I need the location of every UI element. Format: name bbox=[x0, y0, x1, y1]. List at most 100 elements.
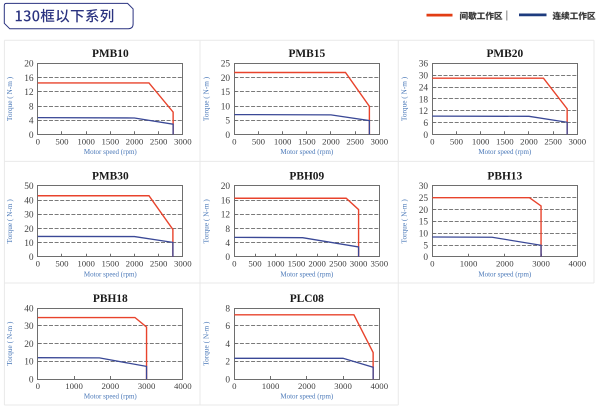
svg-text:4000: 4000 bbox=[569, 259, 587, 269]
svg-text:2000: 2000 bbox=[308, 259, 326, 269]
svg-text:2000: 2000 bbox=[322, 136, 340, 146]
svg-text:500: 500 bbox=[55, 259, 69, 269]
svg-text:Torque ( N-m ): Torque ( N-m ) bbox=[201, 321, 210, 366]
svg-text:PBH18: PBH18 bbox=[93, 293, 128, 305]
svg-text:0: 0 bbox=[232, 136, 237, 146]
svg-text:10: 10 bbox=[221, 102, 231, 112]
svg-text:1000: 1000 bbox=[472, 136, 490, 146]
svg-text:40: 40 bbox=[24, 304, 34, 314]
svg-text:1000: 1000 bbox=[77, 259, 95, 269]
svg-text:0: 0 bbox=[36, 136, 41, 146]
svg-text:18: 18 bbox=[419, 95, 429, 105]
svg-text:Motor speed (rpm): Motor speed (rpm) bbox=[280, 393, 334, 401]
svg-text:500: 500 bbox=[252, 136, 266, 146]
svg-text:20: 20 bbox=[221, 74, 231, 84]
svg-text:Torque ( N-m ): Torque ( N-m ) bbox=[399, 76, 408, 121]
svg-text:PMB30: PMB30 bbox=[92, 171, 129, 183]
svg-text:0: 0 bbox=[29, 131, 34, 141]
svg-text:2000: 2000 bbox=[102, 381, 120, 391]
svg-text:3000: 3000 bbox=[174, 136, 192, 146]
svg-text:10: 10 bbox=[419, 230, 429, 240]
svg-text:40: 40 bbox=[24, 196, 34, 206]
svg-text:10: 10 bbox=[24, 239, 34, 249]
svg-text:36: 36 bbox=[419, 60, 429, 70]
svg-text:2000: 2000 bbox=[298, 381, 316, 391]
svg-text:500: 500 bbox=[55, 136, 69, 146]
svg-text:500: 500 bbox=[450, 136, 464, 146]
svg-text:1000: 1000 bbox=[65, 381, 83, 391]
svg-text:Torque ( N-m ): Torque ( N-m ) bbox=[5, 199, 14, 244]
svg-text:PMB20: PMB20 bbox=[486, 48, 523, 60]
svg-text:0: 0 bbox=[36, 259, 41, 269]
svg-text:1500: 1500 bbox=[102, 136, 120, 146]
svg-text:3000: 3000 bbox=[569, 136, 587, 146]
svg-text:24: 24 bbox=[419, 83, 429, 93]
svg-text:2000: 2000 bbox=[520, 136, 538, 146]
svg-text:12: 12 bbox=[419, 107, 429, 117]
svg-text:Torque ( N-m ): Torque ( N-m ) bbox=[201, 199, 210, 244]
svg-text:3000: 3000 bbox=[138, 381, 156, 391]
svg-text:0: 0 bbox=[423, 131, 428, 141]
svg-text:Motor speed (rpm): Motor speed (rpm) bbox=[280, 148, 334, 156]
svg-text:4: 4 bbox=[225, 239, 230, 249]
svg-text:16: 16 bbox=[24, 74, 34, 84]
svg-text:3000: 3000 bbox=[532, 259, 550, 269]
svg-text:8: 8 bbox=[225, 225, 230, 235]
svg-text:500: 500 bbox=[248, 259, 262, 269]
svg-text:2000: 2000 bbox=[496, 259, 514, 269]
svg-text:2500: 2500 bbox=[150, 259, 168, 269]
svg-text:15: 15 bbox=[221, 88, 231, 98]
svg-text:0: 0 bbox=[29, 253, 34, 263]
svg-text:1000: 1000 bbox=[274, 136, 292, 146]
svg-text:0: 0 bbox=[29, 376, 34, 386]
svg-text:20: 20 bbox=[24, 340, 34, 350]
svg-text:0: 0 bbox=[430, 259, 435, 269]
svg-text:3500: 3500 bbox=[371, 259, 389, 269]
svg-text:Motor speed (rpm): Motor speed (rpm) bbox=[84, 393, 138, 401]
svg-text:Motor speed (rpm): Motor speed (rpm) bbox=[84, 270, 138, 278]
svg-text:4000: 4000 bbox=[174, 381, 192, 391]
svg-text:0: 0 bbox=[423, 253, 428, 263]
svg-text:25: 25 bbox=[419, 194, 429, 204]
svg-text:PMB15: PMB15 bbox=[288, 48, 325, 60]
svg-text:Torque ( N-m ): Torque ( N-m ) bbox=[5, 76, 14, 121]
svg-text:Motor speed (rpm): Motor speed (rpm) bbox=[478, 270, 532, 278]
svg-text:15: 15 bbox=[419, 218, 429, 228]
svg-text:1500: 1500 bbox=[298, 136, 316, 146]
svg-text:PBH09: PBH09 bbox=[289, 171, 324, 183]
svg-text:0: 0 bbox=[36, 381, 41, 391]
svg-text:2000: 2000 bbox=[126, 136, 144, 146]
svg-text:3000: 3000 bbox=[371, 136, 389, 146]
svg-text:1000: 1000 bbox=[267, 259, 285, 269]
svg-text:0: 0 bbox=[225, 376, 230, 386]
svg-text:8: 8 bbox=[225, 304, 230, 314]
svg-text:1000: 1000 bbox=[77, 136, 95, 146]
svg-text:0: 0 bbox=[232, 381, 237, 391]
svg-text:3000: 3000 bbox=[174, 259, 192, 269]
svg-text:4: 4 bbox=[225, 340, 230, 350]
svg-text:20: 20 bbox=[221, 182, 231, 192]
svg-text:8: 8 bbox=[29, 102, 34, 112]
svg-text:1000: 1000 bbox=[460, 259, 478, 269]
svg-text:30: 30 bbox=[419, 182, 429, 192]
svg-text:Torque ( N-m ): Torque ( N-m ) bbox=[399, 199, 408, 244]
svg-text:PLC08: PLC08 bbox=[290, 293, 324, 305]
svg-text:0: 0 bbox=[225, 131, 230, 141]
svg-text:3000: 3000 bbox=[350, 259, 368, 269]
svg-text:0: 0 bbox=[430, 136, 435, 146]
svg-text:0: 0 bbox=[232, 259, 237, 269]
svg-text:PMB10: PMB10 bbox=[92, 48, 129, 60]
svg-text:0: 0 bbox=[225, 253, 230, 263]
svg-text:1500: 1500 bbox=[102, 259, 120, 269]
svg-text:2500: 2500 bbox=[544, 136, 562, 146]
svg-text:20: 20 bbox=[24, 60, 34, 70]
svg-text:2: 2 bbox=[225, 358, 230, 368]
svg-text:2500: 2500 bbox=[150, 136, 168, 146]
svg-text:1500: 1500 bbox=[496, 136, 514, 146]
svg-text:12: 12 bbox=[221, 211, 231, 221]
svg-text:Torque ( N-m ): Torque ( N-m ) bbox=[201, 76, 210, 121]
svg-text:Motor speed (rpm): Motor speed (rpm) bbox=[84, 148, 138, 156]
svg-text:1000: 1000 bbox=[262, 381, 280, 391]
svg-text:30: 30 bbox=[24, 322, 34, 332]
svg-text:2500: 2500 bbox=[329, 259, 347, 269]
